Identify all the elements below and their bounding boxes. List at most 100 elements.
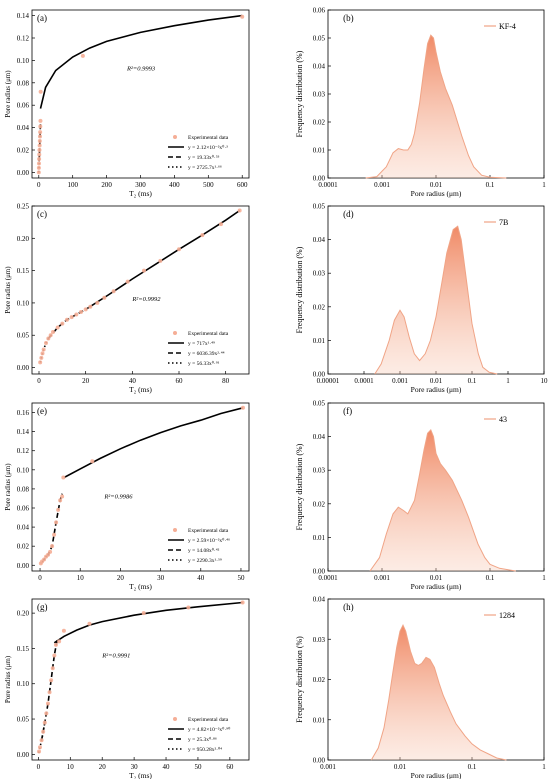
plot-frame [31, 205, 250, 375]
y-axis-label: Pore radius (μm) [4, 70, 12, 118]
y-tick-label: 0.10 [17, 57, 30, 65]
data-point [60, 494, 65, 499]
data-point [49, 678, 54, 683]
data-point [37, 139, 42, 144]
plot-frame [31, 9, 250, 179]
legend-label: y = 2.12×10⁻²x⁰·³ [188, 144, 228, 151]
y-tick-label: 0.01 [313, 534, 326, 542]
y-axis-label: Frequency distribution (%) [295, 636, 304, 723]
data-point [79, 309, 83, 314]
x-tick-label: 0.01 [430, 377, 443, 385]
y-tick-label: 0.04 [313, 236, 326, 244]
y-tick-label: 0.14 [17, 12, 30, 20]
data-point [87, 621, 92, 626]
y-tick-label: 0.05 [17, 332, 30, 340]
x-tick-label: 10 [77, 574, 85, 582]
data-point [37, 749, 42, 754]
x-tick-label: 20 [117, 574, 125, 582]
x-tick-label: 50 [237, 574, 245, 582]
r-squared-annotation: R²=0.9993 [126, 65, 156, 72]
plot-frame [31, 598, 250, 761]
data-point [58, 498, 63, 503]
y-tick-label: 0.00 [17, 364, 30, 372]
x-tick-label: 60 [176, 377, 184, 385]
data-point [42, 557, 47, 562]
y-tick-label: 0.01 [313, 147, 326, 155]
y-tick-label: 0.05 [313, 203, 326, 211]
y-tick-label: 0.00 [17, 169, 30, 177]
x-tick-label: 80 [222, 377, 230, 385]
data-point [52, 653, 57, 658]
x-tick-label: 50 [194, 763, 202, 771]
x-axis-label: Pore radius (μm) [411, 385, 462, 394]
x-tick-label: 0.001 [392, 377, 408, 385]
y-tick-label: 0.05 [313, 400, 326, 408]
fit-line-solid [39, 14, 243, 109]
x-axis-label: T₂ (ms) [129, 771, 152, 779]
data-point [39, 355, 44, 360]
y-tick-label: 0.20 [17, 610, 30, 618]
r-squared-annotation: R²=0.9992 [131, 296, 161, 303]
y-tick-label: 0.06 [17, 102, 30, 110]
panel-label: (a) [37, 13, 47, 23]
data-point [52, 532, 57, 537]
y-tick-label: 0.04 [313, 63, 326, 71]
data-point [41, 729, 46, 734]
x-tick-label: 0 [37, 377, 41, 385]
x-tick-label: 0 [37, 763, 41, 771]
x-tick-label: 300 [135, 181, 146, 189]
legend: 43 [484, 415, 507, 424]
data-point [45, 701, 50, 706]
data-point [74, 312, 79, 317]
y-tick-label: 0.20 [17, 235, 30, 243]
r-squared-annotation: R²=0.9986 [103, 493, 133, 500]
x-tick-label: 0.001 [320, 763, 336, 771]
data-point [38, 124, 43, 129]
data-point [177, 247, 181, 252]
y-tick-label: 0.00 [17, 562, 30, 570]
panel-label: (e) [37, 406, 47, 416]
x-tick-label: 400 [169, 181, 180, 189]
data-point [38, 360, 43, 365]
legend-label: y = 717x¹·⁴⁹ [188, 341, 215, 347]
x-tick-label: 30 [157, 574, 165, 582]
data-point [50, 544, 55, 549]
legend-label: y = 2725.7x¹·⁶⁶ [188, 165, 222, 171]
panel-h: 0.00 0.01 0.02 0.03 0.04 0.001 0.01 0.1 1 Pore ra… [295, 596, 546, 779]
x-tick-label: 40 [197, 574, 205, 582]
y-tick-label: 0.02 [17, 147, 30, 155]
x-tick-label: 0.001 [374, 181, 390, 189]
data-point [69, 315, 74, 320]
data-point [36, 161, 41, 166]
x-tick-label: 1 [542, 181, 546, 189]
plot-frame [31, 402, 250, 572]
data-point [37, 152, 42, 157]
y-tick-label: 0.00 [313, 371, 326, 379]
data-point [141, 611, 146, 616]
y-tick-label: 0.02 [17, 543, 30, 551]
x-axis-label: Pore radius (μm) [411, 771, 462, 779]
data-point [41, 347, 46, 352]
x-axis-label: T₂ (ms) [129, 385, 152, 394]
data-point [36, 165, 41, 170]
y-tick-label: 0.16 [17, 409, 30, 417]
panel-f: 0.00 0.01 0.02 0.03 0.04 0.05 0.0001 0.001 0.01 0… [295, 400, 546, 592]
x-tick-label: 200 [101, 181, 112, 189]
panel-a: 0.00 0.02 0.04 0.06 0.08 0.10 0.12 0.14 0 100 200 3… [4, 9, 250, 198]
panel-d: 0.00 0.01 0.02 0.03 0.04 0.05 0.00001 0.0001 0.0… [295, 203, 548, 395]
y-tick-label: 0.02 [313, 676, 326, 684]
y-axis-label: Frequency distribution (%) [295, 50, 304, 137]
y-tick-label: 0.05 [17, 716, 30, 724]
y-tick-label: 0.03 [313, 270, 326, 278]
data-point [55, 325, 60, 330]
data-point [40, 351, 45, 356]
data-point [46, 552, 51, 557]
x-tick-label: 20 [99, 763, 107, 771]
x-tick-label: 60 [226, 763, 234, 771]
y-tick-label: 0.12 [17, 447, 30, 455]
data-point [37, 745, 42, 750]
density-area [370, 429, 516, 571]
y-axis-label: Pore radius (μm) [4, 655, 12, 703]
data-point [48, 333, 53, 338]
legend-label: y = 6036.39x²·⁴⁴ [188, 351, 225, 357]
